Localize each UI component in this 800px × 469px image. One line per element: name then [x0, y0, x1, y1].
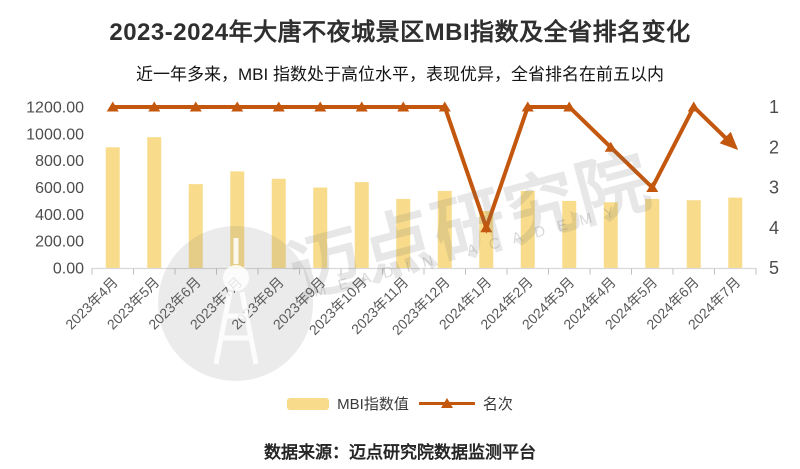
svg-text:600.00: 600.00: [35, 180, 84, 197]
svg-text:1000.00: 1000.00: [26, 126, 84, 143]
page-title: 2023-2024年大唐不夜城景区MBI指数及全省排名变化: [109, 19, 691, 46]
svg-text:5: 5: [769, 258, 779, 278]
mbi-bar-swatch-icon: [287, 397, 330, 410]
legend-label-rank: 名次: [482, 396, 513, 413]
triangle-marker-icon: [440, 398, 453, 408]
svg-text:200.00: 200.00: [35, 234, 84, 251]
chart-legend: MBI指数值 名次: [0, 393, 800, 414]
svg-text:3: 3: [769, 178, 779, 198]
legend-label-mbi: MBI指数值: [337, 396, 409, 413]
data-source-note: 数据来源：迈点研究院数据监测平台: [264, 443, 536, 462]
svg-text:2: 2: [769, 137, 779, 157]
svg-text:800.00: 800.00: [35, 153, 84, 170]
svg-text:1200.00: 1200.00: [26, 100, 84, 117]
svg-text:400.00: 400.00: [35, 207, 84, 224]
page-subtitle: 近一年多来，MBI 指数处于高位水平，表现优异，全省排名在前五以内: [136, 65, 664, 84]
svg-text:0.00: 0.00: [53, 261, 84, 278]
legend-item-mbi: MBI指数值: [287, 393, 409, 414]
svg-text:1: 1: [769, 97, 779, 117]
legend-item-rank: 名次: [418, 393, 513, 414]
rank-line-swatch-icon: [418, 398, 475, 408]
svg-text:4: 4: [769, 218, 779, 238]
